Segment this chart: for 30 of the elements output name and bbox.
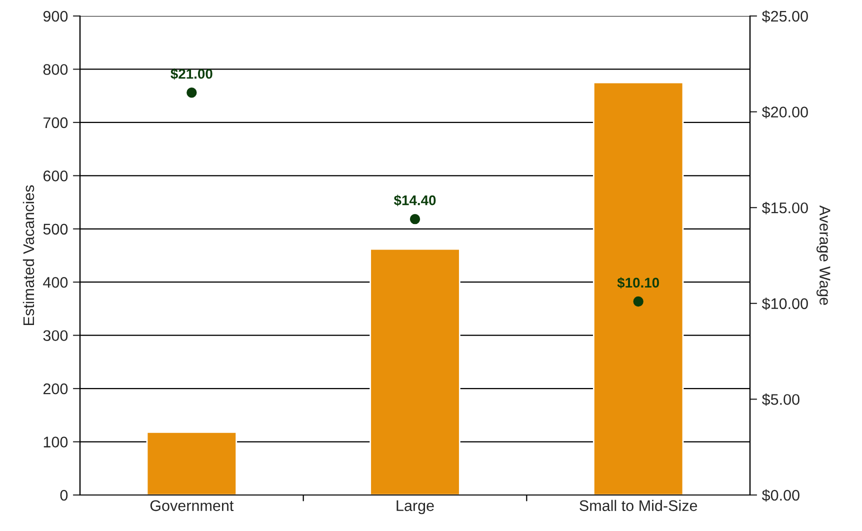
data-label: $21.00 bbox=[170, 68, 212, 80]
y-tick-label: 300 bbox=[43, 330, 68, 342]
data-label: $10.10 bbox=[617, 277, 660, 289]
y-tick-label: 500 bbox=[43, 224, 68, 235]
y-tick-label: 400 bbox=[43, 276, 68, 288]
bar bbox=[370, 248, 460, 495]
data-label: $14.40 bbox=[394, 194, 436, 206]
y-tick-label: 800 bbox=[43, 64, 68, 75]
y2-tick-label: $20.00 bbox=[762, 106, 808, 118]
bar bbox=[146, 432, 238, 495]
y2-tick-label: $10.00 bbox=[762, 298, 808, 310]
point bbox=[186, 88, 197, 98]
x-tick-label: Government bbox=[150, 500, 234, 512]
x-tick-label: Large bbox=[396, 500, 434, 514]
y2-tick-label: $15.00 bbox=[762, 202, 808, 214]
y-tick-label: 600 bbox=[43, 170, 68, 182]
y-axis-title: Estimated Vacancies bbox=[22, 185, 34, 326]
bar bbox=[592, 82, 684, 495]
y-tick-label: 0 bbox=[60, 490, 68, 501]
x-tick-label: Small to Mid-Size bbox=[580, 500, 698, 512]
y2-tick-label: $5.00 bbox=[762, 393, 800, 406]
y-tick-label: 100 bbox=[44, 436, 68, 448]
y-tick-label: 900 bbox=[43, 10, 68, 22]
y2-tick-label: $25.00 bbox=[762, 10, 808, 23]
y2-tick-label: $0.00 bbox=[762, 489, 800, 502]
point bbox=[410, 214, 420, 224]
y2-axis-title: Average Wage bbox=[816, 205, 830, 305]
y-tick-label: 200 bbox=[43, 383, 68, 394]
point bbox=[633, 296, 644, 307]
y-tick-label: 700 bbox=[43, 117, 68, 128]
